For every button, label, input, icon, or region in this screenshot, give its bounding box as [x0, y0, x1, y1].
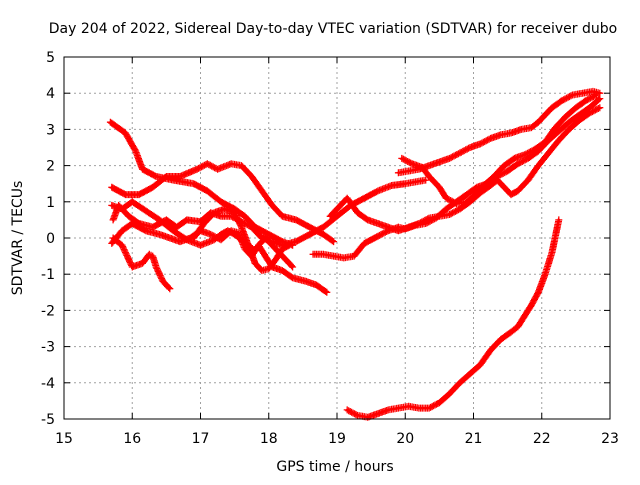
series-plus-markers: [343, 216, 563, 421]
y-tick-label: 5: [46, 50, 55, 66]
x-tick-label: 22: [533, 431, 551, 447]
x-tick-label: 20: [396, 431, 414, 447]
grid: [64, 57, 610, 419]
series-track-k: [394, 87, 604, 177]
x-tick-label: 16: [123, 431, 141, 447]
x-tick-label: 18: [260, 431, 278, 447]
y-axis-label: SDTVAR / TECUs: [10, 181, 26, 296]
y-tick-label: 4: [46, 86, 55, 102]
x-axis-label: GPS time / hours: [276, 459, 393, 475]
series-plus-markers: [106, 118, 297, 249]
y-tick-label: 3: [46, 122, 55, 138]
y-tick-label: -3: [41, 340, 55, 356]
series-plus-markers: [326, 104, 604, 235]
y-tick-label: -1: [41, 267, 55, 283]
series-track-a: [106, 118, 297, 249]
series-plus-markers: [108, 198, 297, 271]
y-tick-label: -2: [41, 303, 55, 319]
series-plus-markers: [394, 87, 604, 177]
series-track-f: [108, 198, 297, 271]
series-track-g: [190, 205, 293, 275]
chart-title: Day 204 of 2022, Sidereal Day-to-day VTE…: [49, 21, 617, 37]
series-plus-markers: [190, 205, 293, 275]
series-track-l: [343, 216, 563, 421]
series-track-j: [398, 91, 600, 208]
plot-area: [106, 87, 604, 421]
series-track-b: [108, 160, 338, 246]
y-tick-label: -5: [41, 412, 55, 428]
x-tick-label: 15: [55, 431, 73, 447]
series-plus-markers: [108, 160, 338, 246]
x-tick-label: 17: [192, 431, 210, 447]
x-tick-label: 23: [601, 431, 619, 447]
y-tick-label: 0: [46, 231, 55, 247]
y-tick-label: -4: [41, 376, 55, 392]
series-plus-markers: [109, 234, 174, 293]
y-tick-label: 2: [46, 159, 55, 175]
y-tick-label: 1: [46, 195, 55, 211]
series-plus-markers: [398, 91, 600, 208]
series-track-e: [109, 234, 174, 293]
series-track-d: [108, 220, 331, 296]
x-tick-label: 19: [328, 431, 346, 447]
x-tick-label: 21: [465, 431, 483, 447]
series-plus-markers: [108, 220, 331, 296]
series-trace: [400, 93, 598, 205]
